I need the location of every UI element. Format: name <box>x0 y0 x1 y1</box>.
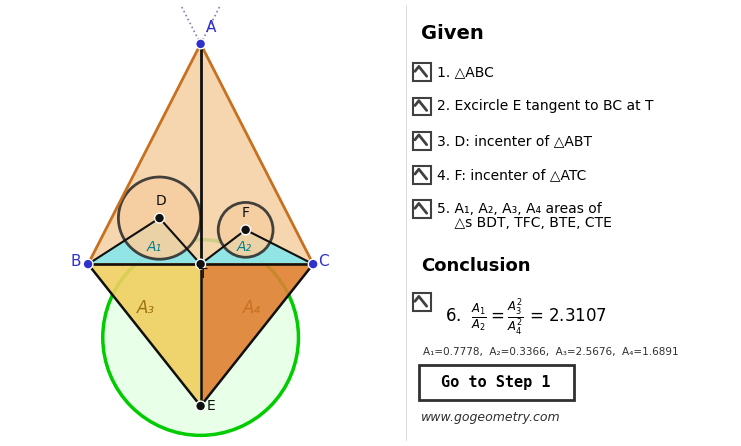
Text: 6.  $\frac{A_1}{A_2} = \frac{A_3^2}{A_4^2}$ = 2.3107: 6. $\frac{A_1}{A_2} = \frac{A_3^2}{A_4^2… <box>445 298 608 338</box>
FancyBboxPatch shape <box>419 365 574 400</box>
Text: E: E <box>207 399 215 413</box>
Circle shape <box>196 39 205 49</box>
Text: F: F <box>242 206 250 220</box>
Circle shape <box>103 240 299 435</box>
Text: 5. A₁, A₂, A₃, A₄ areas of: 5. A₁, A₂, A₃, A₄ areas of <box>437 202 602 216</box>
Polygon shape <box>201 230 313 264</box>
Text: A₂: A₂ <box>237 240 252 254</box>
Circle shape <box>241 225 250 235</box>
FancyBboxPatch shape <box>413 98 431 116</box>
Text: A₄: A₄ <box>243 299 261 317</box>
Polygon shape <box>88 44 313 264</box>
Text: A₁=0.7778,  A₂=0.3366,  A₃=2.5676,  A₄=1.6891: A₁=0.7778, A₂=0.3366, A₃=2.5676, A₄=1.68… <box>423 347 679 357</box>
Text: 4. F: incenter of △ATC: 4. F: incenter of △ATC <box>437 168 587 182</box>
FancyBboxPatch shape <box>413 293 431 311</box>
Text: △s BDT, TFC, BTE, CTE: △s BDT, TFC, BTE, CTE <box>437 216 612 230</box>
FancyBboxPatch shape <box>413 63 431 81</box>
Text: C: C <box>318 254 329 269</box>
Polygon shape <box>88 264 201 406</box>
Text: T: T <box>199 267 207 281</box>
Text: 1. △ABC: 1. △ABC <box>437 65 494 79</box>
Circle shape <box>219 202 273 257</box>
Text: Go to Step 1: Go to Step 1 <box>442 375 551 390</box>
Circle shape <box>119 177 201 259</box>
Text: 3. D: incenter of △ABT: 3. D: incenter of △ABT <box>437 134 593 148</box>
Text: A: A <box>205 20 216 35</box>
Text: B: B <box>70 254 81 269</box>
FancyBboxPatch shape <box>413 132 431 149</box>
FancyBboxPatch shape <box>413 166 431 184</box>
Text: Given: Given <box>421 24 484 43</box>
Text: D: D <box>156 194 166 208</box>
Circle shape <box>196 259 205 269</box>
Circle shape <box>308 259 318 269</box>
Polygon shape <box>201 264 313 406</box>
Text: www.gogeometry.com: www.gogeometry.com <box>421 411 560 424</box>
Circle shape <box>83 259 93 269</box>
Polygon shape <box>88 218 201 264</box>
Text: A₃: A₃ <box>137 299 155 317</box>
Circle shape <box>196 401 205 411</box>
Circle shape <box>155 213 165 223</box>
Text: A₁: A₁ <box>147 240 162 254</box>
FancyBboxPatch shape <box>413 201 431 218</box>
Text: 2. Excircle E tangent to BC at T: 2. Excircle E tangent to BC at T <box>437 99 654 113</box>
Text: Conclusion: Conclusion <box>421 257 531 275</box>
